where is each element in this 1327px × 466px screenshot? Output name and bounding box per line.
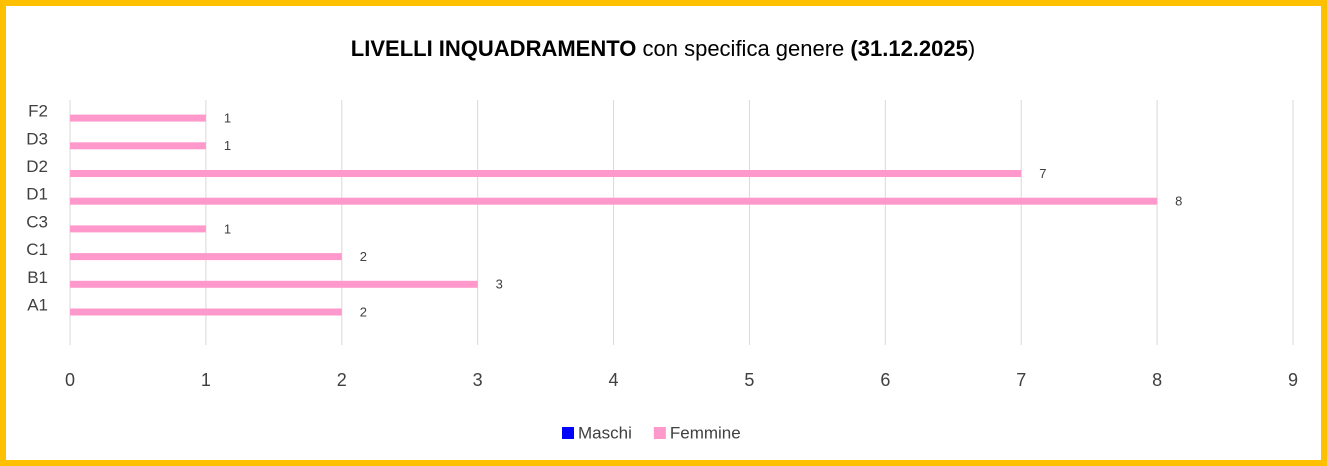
data-label: 1 [224, 221, 231, 236]
y-tick-label: D2 [26, 157, 48, 176]
x-tick-label: 3 [473, 370, 483, 390]
bar [70, 114, 206, 122]
title-part: con specifica genere [636, 36, 850, 61]
x-tick-label: 1 [201, 370, 211, 390]
data-label: 1 [224, 138, 231, 153]
y-tick-label: D1 [26, 185, 48, 204]
x-tick-label: 6 [880, 370, 890, 390]
legend-label: Maschi [578, 423, 632, 442]
x-tick-label: 7 [1016, 370, 1026, 390]
bar [70, 308, 342, 316]
y-tick-label: D3 [26, 129, 48, 148]
bar [70, 253, 342, 261]
title-part: ) [968, 36, 975, 61]
bar [70, 197, 1158, 205]
legend-swatch [653, 427, 666, 439]
y-tick-label: C1 [26, 240, 48, 259]
title-part: LIVELLI INQUADRAMENTO [351, 36, 637, 61]
data-label: 1 [224, 111, 231, 126]
legend-swatch [562, 427, 574, 439]
y-tick-label: B1 [27, 268, 48, 287]
chart-title: LIVELLI INQUADRAMENTO con specifica gene… [351, 36, 975, 61]
bar [70, 142, 206, 150]
data-label: 7 [1039, 166, 1046, 181]
bar [70, 170, 1022, 177]
x-tick-label: 9 [1288, 370, 1298, 390]
y-tick-label: C3 [26, 212, 48, 231]
x-tick-label: 0 [65, 370, 75, 390]
data-label: 2 [360, 249, 367, 264]
bar [70, 280, 478, 288]
x-tick-label: 2 [337, 370, 347, 390]
data-label: 2 [360, 304, 367, 319]
data-label: 8 [1175, 194, 1182, 209]
x-tick-label: 8 [1152, 370, 1162, 390]
title-part: (31.12.2025 [850, 36, 967, 61]
y-tick-label: A1 [27, 295, 48, 314]
x-tick-label: 4 [609, 370, 619, 390]
bar [70, 225, 206, 233]
y-tick-label: F2 [28, 102, 48, 121]
data-label: 3 [496, 277, 503, 292]
legend-label: Femmine [670, 423, 741, 442]
x-tick-label: 5 [744, 370, 754, 390]
